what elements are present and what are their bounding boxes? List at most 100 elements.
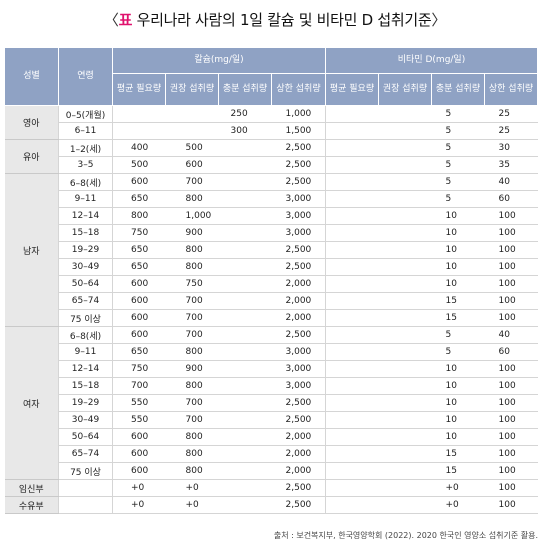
value-cell: +0 [112, 496, 166, 514]
value-cell [218, 360, 272, 378]
table-row: 남자 6–8(세) 600 700 2,500 5 40 [4, 173, 538, 327]
value-cell: 550 [112, 411, 166, 429]
value-cell: 60 [484, 343, 538, 361]
value-cell [378, 411, 432, 429]
value-cell: 700 [165, 326, 219, 344]
value-cell [218, 224, 272, 242]
value-cell: 15 [431, 445, 485, 463]
value-cell: 3,000 [271, 190, 326, 208]
group-label: 유아 [4, 139, 59, 174]
value-cell: 250 [218, 105, 272, 123]
header-sex: 성별 [4, 47, 59, 106]
group-label: 수유부 [4, 496, 59, 514]
value-cell [218, 258, 272, 276]
value-cell: 10 [431, 428, 485, 446]
value-cell [218, 462, 272, 480]
value-cell [218, 496, 272, 514]
age-cell: 6–8(세) [58, 326, 113, 344]
value-cell [378, 105, 432, 123]
value-cell [325, 105, 379, 123]
value-cell: 800 [112, 207, 166, 225]
value-cell: 1,500 [271, 122, 326, 140]
title-text: 우리나라 사람의 1일 칼슘 및 비타민 D 섭취기준 [136, 11, 432, 29]
value-cell: 800 [165, 462, 219, 480]
value-cell: 600 [112, 275, 166, 293]
value-cell [218, 207, 272, 225]
value-cell: 2,500 [271, 326, 326, 344]
value-cell: 750 [112, 224, 166, 242]
age-cell: 19–29 [58, 394, 113, 412]
value-cell: 100 [484, 207, 538, 225]
value-cell: 800 [165, 190, 219, 208]
table-row: 영아 0–5(개월) 250 1,000 5 25 [4, 105, 538, 140]
value-cell [325, 224, 379, 242]
value-cell [325, 190, 379, 208]
value-cell [218, 326, 272, 344]
value-cell: 650 [112, 190, 166, 208]
value-cell: 2,500 [271, 258, 326, 276]
group-label: 남자 [4, 173, 59, 327]
group-label: 임신부 [4, 479, 59, 497]
age-cell: 65–74 [58, 292, 113, 310]
age-cell: 30–49 [58, 258, 113, 276]
value-cell: 650 [112, 241, 166, 259]
table-row: 9–11 650 800 3,000 5 60 [5, 190, 538, 208]
value-cell: +0 [165, 479, 219, 497]
value-cell: +0 [431, 496, 485, 514]
table-header: 성별 연령 칼슘(mg/일) 비타민 D(mg/일) 평균 필요량 권장 섭취량… [4, 47, 539, 106]
value-cell [325, 139, 379, 157]
value-cell: 10 [431, 275, 485, 293]
table-row: 임신부 +0 +0 2,500 +0 100 [4, 479, 538, 497]
value-cell: 100 [484, 258, 538, 276]
value-cell: 10 [431, 377, 485, 395]
value-cell: 100 [484, 496, 538, 514]
value-cell: 750 [165, 275, 219, 293]
intake-table: 성별 연령 칼슘(mg/일) 비타민 D(mg/일) 평균 필요량 권장 섭취량… [4, 47, 539, 514]
value-cell: 600 [112, 292, 166, 310]
value-cell: 10 [431, 207, 485, 225]
value-cell [378, 156, 432, 174]
age-cell: 6–11 [58, 122, 113, 140]
table-row: 유아 1–2(세) 400 500 2,500 5 30 [4, 139, 538, 174]
value-cell: 500 [165, 139, 219, 157]
table-row: 75 이상 600 700 2,000 15 100 [5, 309, 538, 327]
header-vd-rni: 권장 섭취량 [378, 73, 432, 106]
value-cell: 600 [112, 428, 166, 446]
value-cell [325, 292, 379, 310]
value-cell [325, 258, 379, 276]
value-cell: 100 [484, 445, 538, 463]
value-cell [378, 343, 432, 361]
value-cell [378, 207, 432, 225]
value-cell [218, 343, 272, 361]
age-cell: 65–74 [58, 445, 113, 463]
value-cell [325, 343, 379, 361]
table-row: 9–11 650 800 3,000 5 60 [5, 343, 538, 361]
value-cell [378, 258, 432, 276]
header-ca-ai: 충분 섭취량 [218, 73, 272, 106]
value-cell [378, 122, 432, 140]
value-cell: 650 [112, 343, 166, 361]
value-cell: 600 [165, 156, 219, 174]
table-row: 15–18 700 800 3,000 10 100 [5, 377, 538, 395]
value-cell: +0 [165, 496, 219, 514]
age-cell [58, 496, 113, 514]
age-cell: 3–5 [58, 156, 113, 174]
value-cell [218, 445, 272, 463]
value-cell: 2,000 [271, 428, 326, 446]
value-cell [378, 479, 432, 497]
age-cell: 19–29 [58, 241, 113, 259]
value-cell [218, 190, 272, 208]
value-cell [218, 309, 272, 327]
value-cell: 2,000 [271, 292, 326, 310]
value-cell: 40 [484, 326, 538, 344]
value-cell: 15 [431, 462, 485, 480]
value-cell: 2,000 [271, 275, 326, 293]
value-cell [112, 122, 166, 140]
value-cell: 100 [484, 462, 538, 480]
value-cell: 2,500 [271, 241, 326, 259]
value-cell: 800 [165, 445, 219, 463]
header-vd-ear: 평균 필요량 [325, 73, 379, 106]
table-row: 75 이상 600 800 2,000 15 100 [5, 462, 538, 480]
value-cell: 60 [484, 190, 538, 208]
value-cell [378, 275, 432, 293]
